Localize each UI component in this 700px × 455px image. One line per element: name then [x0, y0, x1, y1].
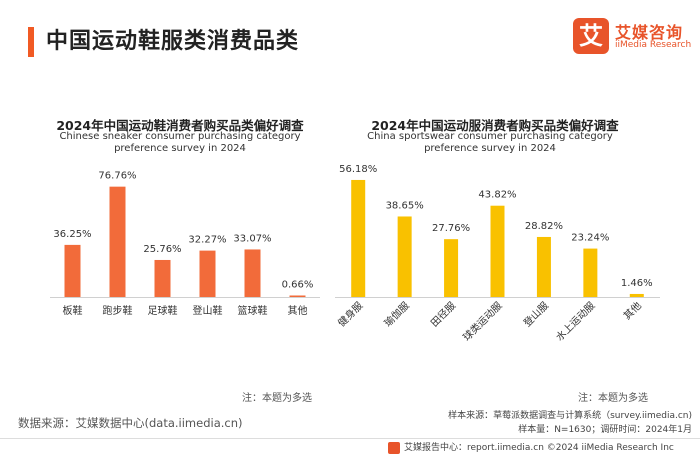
sportswear-bar: [444, 239, 459, 297]
sneaker-category-label: 跑步鞋: [103, 304, 133, 317]
sneaker-category-label: 登山鞋: [193, 304, 223, 317]
sportswear-category-label: 健身服: [335, 299, 365, 329]
brand-name-en: iiMedia Research: [615, 40, 692, 50]
sneaker-bar: [289, 295, 306, 297]
sportswear-value-label: 38.65%: [386, 200, 424, 211]
sportswear-chart-title: 2024年中国运动服消费者购买品类偏好调查: [371, 118, 619, 133]
sportswear-value-label: 43.82%: [478, 190, 516, 201]
sportswear-bar: [536, 236, 551, 297]
brand-mark-icon: 艾: [573, 18, 609, 54]
page-title: 中国运动鞋服类消费品类: [46, 29, 300, 54]
sneaker-value-label: 36.25%: [53, 229, 91, 240]
sportswear-value-label: 56.18%: [339, 164, 377, 175]
sample-size: 样本量：N=1630；调研时间：2024年1月: [518, 425, 692, 435]
sportswear-category-label: 水上运动服: [554, 300, 598, 344]
footer-divider: [0, 438, 700, 439]
sneaker-value-label: 32.27%: [188, 235, 226, 246]
sportswear-chart-note: 注：本题为多选: [578, 393, 648, 404]
sneaker-bar: [64, 244, 81, 297]
footer: 艾媒报告中心：report.iimedia.cn ©2024 iiMedia R…: [0, 441, 700, 455]
sportswear-category-label: 其他: [621, 299, 644, 322]
footer-text: 艾媒报告中心：report.iimedia.cn ©2024 iiMedia R…: [404, 443, 674, 453]
sportswear-bar: [583, 248, 598, 297]
sportswear-category-label: 田径服: [428, 299, 458, 329]
sportswear-value-label: 27.76%: [432, 223, 470, 234]
sample-source: 样本来源：草莓派数据调查与计算系统（survey.iimedia.cn): [448, 411, 692, 421]
sportswear-value-label: 1.46%: [621, 278, 653, 289]
sneaker-category-label: 板鞋: [63, 304, 83, 317]
sportswear-chart-subtitle: China sportswear consumer purchasing cat…: [367, 131, 613, 154]
sneaker-category-label: 其他: [288, 304, 308, 317]
sportswear-bar: [351, 179, 366, 297]
sneaker-value-label: 33.07%: [233, 233, 271, 244]
footer-logo-icon: [388, 442, 400, 454]
sneaker-chart-note: 注：本题为多选: [242, 393, 312, 404]
sportswear-category-label: 球类运动服: [460, 299, 505, 344]
sneaker-category-label: 足球鞋: [148, 304, 178, 317]
sneaker-bar: [154, 259, 171, 297]
brand-name: 艾媒咨询: [615, 23, 684, 42]
sneaker-value-label: 25.76%: [143, 244, 181, 255]
title-accent-bar: [28, 27, 34, 57]
sneaker-chart-title: 2024年中国运动鞋消费者购买品类偏好调查: [56, 118, 304, 133]
sportswear-category-label: 瑜伽服: [381, 299, 411, 329]
sneaker-chart-subtitle: Chinese sneaker consumer purchasing cate…: [59, 131, 301, 154]
sneaker-bar: [199, 250, 216, 297]
sneaker-value-label: 76.76%: [98, 171, 136, 182]
brand-logo: 艾 艾媒咨询 iiMedia Research: [573, 18, 691, 54]
sportswear-value-label: 23.24%: [571, 233, 609, 244]
sportswear-bar: [629, 293, 644, 297]
sneaker-bar: [109, 186, 126, 297]
sneaker-value-label: 0.66%: [282, 280, 314, 291]
sneaker-bar: [244, 249, 261, 297]
sportswear-bar: [490, 205, 505, 297]
sneaker-category-label: 篮球鞋: [238, 304, 268, 317]
sportswear-value-label: 28.82%: [525, 221, 563, 232]
data-source: 数据来源：艾媒数据中心(data.iimedia.cn): [18, 416, 243, 430]
sportswear-bar: [397, 216, 412, 297]
sportswear-category-label: 登山服: [521, 299, 551, 329]
